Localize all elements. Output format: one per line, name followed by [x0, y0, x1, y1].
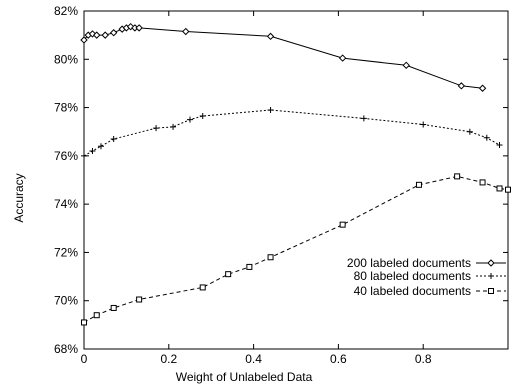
legend-label: 40 labeled documents: [354, 284, 471, 298]
series: [81, 173, 511, 326]
plot-border: [83, 10, 509, 350]
data-point: [199, 284, 206, 291]
y-tick-label: 74%: [54, 197, 78, 211]
data-point: [89, 148, 96, 155]
data-point: [360, 115, 367, 122]
y-axis-title: Accuracy: [12, 173, 26, 222]
data-point: [93, 312, 100, 319]
data-point: [80, 36, 88, 44]
data-point: [110, 135, 117, 142]
data-point: [496, 141, 503, 148]
series-line: [83, 26, 483, 89]
legend-entry: 80 labeled documents: [354, 269, 506, 283]
series-line: [83, 109, 500, 157]
data-point: [170, 123, 177, 130]
data-point: [97, 143, 104, 150]
data-point: [182, 27, 190, 36]
data-point: [81, 319, 87, 326]
data-point: [420, 121, 427, 128]
data-point: [266, 32, 275, 41]
data-point: [466, 128, 473, 135]
data-point: [187, 116, 193, 123]
y-tick-label: 80%: [54, 52, 78, 66]
x-tick-label: 0.6: [330, 352, 347, 366]
data-point: [81, 152, 87, 159]
x-tick-label: 0.4: [245, 352, 262, 366]
y-tick-label: 72%: [54, 245, 78, 259]
data-point: [126, 22, 135, 31]
data-point: [454, 173, 461, 180]
data-point: [110, 304, 117, 311]
data-point: [505, 186, 511, 193]
y-tick-label: 82%: [54, 4, 78, 18]
x-tick-label: 0: [81, 352, 88, 366]
data-point: [496, 185, 503, 192]
data-point: [338, 54, 347, 62]
data-point: [246, 263, 253, 270]
data-point: [478, 84, 487, 92]
y-tick-label: 78%: [54, 101, 78, 115]
y-tick-label: 76%: [54, 149, 78, 163]
data-point: [479, 179, 486, 186]
data-point: [457, 82, 466, 90]
x-tick-label: 0.2: [160, 352, 177, 366]
legend-entry: 40 labeled documents: [354, 284, 506, 298]
data-point: [488, 273, 494, 279]
legend-label: 200 labeled documents: [347, 256, 471, 270]
axis-ticks: 68% 70% 72% 74% 76% 78% 80% 82% 0 0.2 0.4 0.6 0.8: [54, 4, 508, 366]
data-point: [488, 288, 494, 294]
series-line: [83, 175, 509, 323]
data-point: [267, 106, 274, 113]
legend-label: 80 labeled documents: [354, 269, 471, 283]
x-axis-title: Weight of Unlabeled Data: [176, 370, 313, 384]
data-point: [483, 134, 490, 141]
y-tick-label: 68%: [54, 342, 78, 356]
data-point: [136, 296, 143, 303]
data-point: [339, 221, 346, 228]
data-point: [225, 271, 232, 278]
legend-entry: 200 labeled documents: [347, 256, 506, 270]
data-point: [101, 31, 109, 39]
data-point: [199, 113, 206, 120]
series: [80, 22, 487, 92]
data-point: [402, 61, 410, 70]
data-point: [487, 259, 495, 267]
data-point: [135, 24, 143, 32]
plot-frame: [83, 10, 509, 350]
data-point: [93, 31, 101, 39]
data-point: [415, 181, 422, 188]
series-lines: [80, 22, 511, 326]
data-point: [153, 125, 160, 132]
y-tick-label: 70%: [54, 294, 78, 308]
x-tick-label: 0.8: [415, 352, 432, 366]
data-point: [267, 254, 274, 261]
data-point: [109, 29, 118, 37]
series: [81, 106, 503, 159]
